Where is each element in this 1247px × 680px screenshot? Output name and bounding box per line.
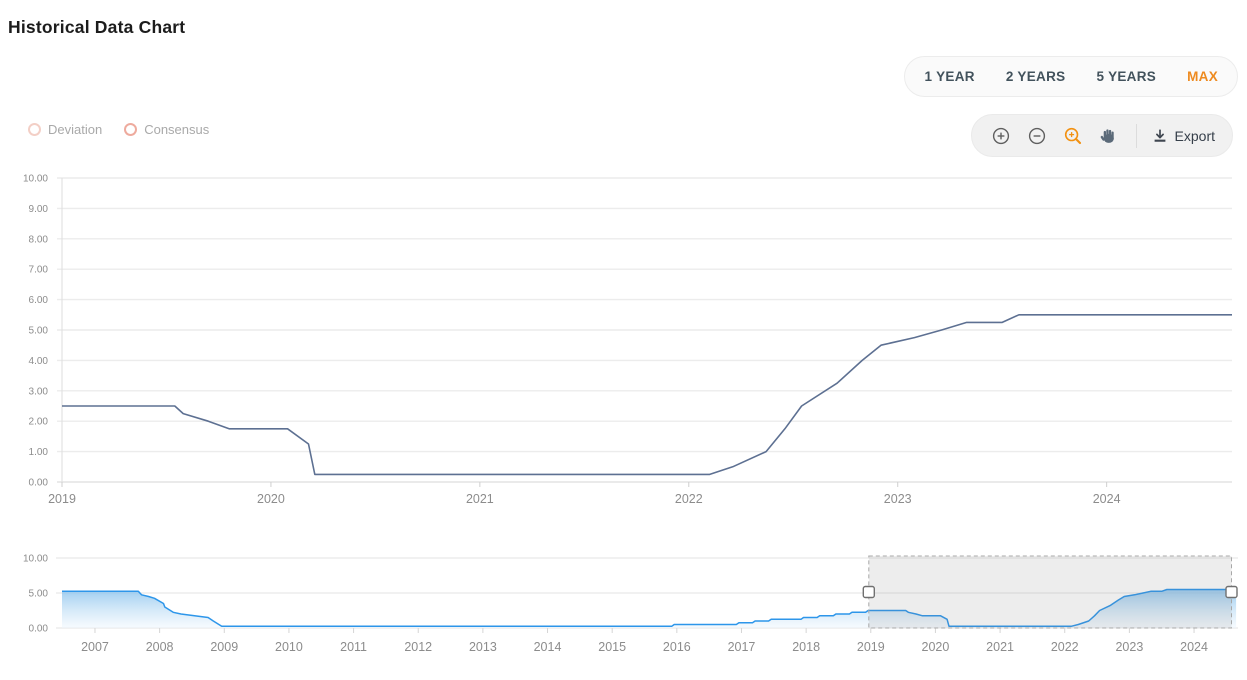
- nav-x-tick-label: 2013: [469, 640, 497, 654]
- y-axis-tick-label: 7.00: [29, 265, 49, 276]
- range-option-2-years[interactable]: 2 YEARS: [1005, 69, 1066, 84]
- y-axis-tick-label: 6.00: [29, 295, 49, 306]
- export-button[interactable]: Export: [1150, 128, 1217, 144]
- download-icon: [1154, 128, 1165, 142]
- x-axis-tick-label: 2023: [884, 492, 912, 506]
- pan-button[interactable]: [1095, 122, 1123, 150]
- zoom-in-icon: [992, 127, 1009, 144]
- nav-x-tick-label: 2018: [792, 640, 820, 654]
- series-line: [62, 314, 1232, 476]
- nav-x-tick-label: 2015: [598, 640, 626, 654]
- legend-label: Consensus: [144, 122, 210, 137]
- nav-x-tick-label: 2021: [986, 640, 1014, 654]
- navigator-handle-right[interactable]: [1225, 585, 1238, 599]
- nav-x-tick-label: 2011: [340, 640, 367, 654]
- range-option-1-year[interactable]: 1 YEAR: [924, 69, 975, 84]
- nav-x-tick-label: 2019: [857, 640, 885, 654]
- nav-y-tick-label: 0.00: [29, 624, 49, 635]
- y-axis-tick-label: 5.00: [29, 326, 49, 337]
- legend-item-deviation[interactable]: Deviation: [28, 122, 102, 137]
- nav-y-tick-label: 10.00: [23, 554, 48, 565]
- y-axis-tick-label: 8.00: [29, 234, 49, 245]
- nav-area-fill: [62, 589, 1237, 628]
- toolbar-divider: [1135, 123, 1137, 148]
- nav-x-tick-label: 2009: [210, 640, 238, 654]
- legend-item-consensus[interactable]: Consensus: [124, 122, 209, 137]
- y-axis-tick-label: 4.00: [29, 356, 49, 367]
- nav-x-tick-label: 2022: [1051, 640, 1079, 654]
- chart-legend: Deviation Consensus: [28, 122, 209, 137]
- y-axis-tick-label: 3.00: [29, 386, 49, 397]
- nav-x-tick-label: 2010: [275, 640, 303, 654]
- zoom-out-icon: [1028, 127, 1045, 144]
- navigator-selection[interactable]: [868, 555, 1232, 629]
- x-axis-tick-label: 2019: [48, 492, 76, 506]
- y-axis-tick-label: 0.00: [29, 478, 49, 489]
- main-chart[interactable]: 0.00 1.00 2.00 3.00 4.00 5.00 6.00 7.00 8.00 9.00…: [0, 165, 1247, 530]
- y-axis-tick-label: 10.00: [23, 174, 48, 185]
- nav-x-tick-label: 2023: [1115, 640, 1143, 654]
- range-option-5-years[interactable]: 5 YEARS: [1096, 69, 1157, 84]
- nav-x-tick-label: 2017: [728, 640, 756, 654]
- y-axis-tick-label: 2.00: [29, 417, 49, 428]
- zoom-out-button[interactable]: [1023, 122, 1051, 150]
- nav-x-tick-label: 2012: [404, 640, 432, 654]
- export-label: Export: [1174, 127, 1215, 144]
- x-axis-tick-label: 2022: [675, 492, 703, 506]
- nav-x-tick-label: 2020: [922, 640, 950, 654]
- range-option-max[interactable]: MAX: [1187, 69, 1218, 84]
- legend-marker-icon: [124, 123, 138, 136]
- nav-y-tick-label: 5.00: [29, 589, 49, 600]
- legend-marker-icon: [28, 123, 41, 136]
- zoom-selection-button[interactable]: [1059, 122, 1087, 150]
- nav-x-tick-label: 2014: [534, 640, 562, 654]
- page-title: Historical Data Chart: [8, 17, 186, 37]
- navigator-handle-left[interactable]: [862, 585, 875, 599]
- nav-x-tick-label: 2024: [1180, 640, 1208, 654]
- y-axis-tick-label: 1.00: [29, 447, 49, 458]
- y-axis-tick-label: 9.00: [29, 204, 49, 215]
- legend-label: Deviation: [48, 122, 103, 137]
- x-axis-tick-label: 2021: [466, 492, 494, 506]
- x-axis-tick-label: 2024: [1093, 492, 1121, 506]
- zoom-selection-icon: [1064, 127, 1081, 144]
- nav-series-line: [62, 588, 1237, 628]
- nav-x-tick-label: 2016: [663, 640, 691, 654]
- navigator-chart[interactable]: 0.00 5.00 10.00 2007 2008 2009 2010 2011 2012 201…: [0, 548, 1247, 668]
- zoom-in-button[interactable]: [987, 122, 1015, 150]
- pan-hand-icon: [1100, 128, 1114, 143]
- x-axis-tick-label: 2020: [257, 492, 285, 506]
- nav-x-tick-label: 2008: [146, 640, 174, 654]
- range-selector: 1 YEAR 2 YEARS 5 YEARS MAX: [904, 56, 1238, 97]
- chart-toolbar: Export: [970, 114, 1233, 157]
- nav-x-tick-label: 2007: [81, 640, 109, 654]
